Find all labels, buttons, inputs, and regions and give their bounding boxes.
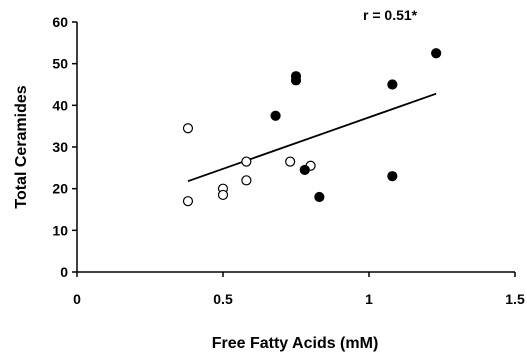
- axes: [76, 22, 515, 273]
- filled-data-point: [299, 164, 310, 176]
- filled-data-point: [387, 171, 398, 182]
- y-tick-label: 50: [52, 56, 68, 72]
- filled-data-point: [290, 75, 302, 86]
- y-axis-ticks: 0 10 20 30 40 50 60: [52, 14, 77, 280]
- x-tick-label: 1.5: [505, 291, 525, 307]
- open-data-point: [217, 189, 229, 201]
- open-data-point: [182, 196, 194, 207]
- x-tick-label: 0: [73, 291, 81, 307]
- open-data-point: [241, 175, 252, 186]
- y-tick-label: 30: [52, 139, 68, 155]
- filled-data-point: [431, 48, 442, 59]
- data-points: [182, 48, 442, 207]
- open-data-point: [285, 156, 296, 167]
- x-tick-label: 0.5: [213, 291, 233, 307]
- x-axis-label: Free Fatty Acids (mM): [212, 335, 379, 352]
- y-tick-label: 20: [52, 181, 68, 197]
- y-axis-label: Total Ceramides: [13, 85, 30, 208]
- y-tick-label: 40: [52, 97, 68, 113]
- filled-data-point: [387, 79, 398, 90]
- open-data-point: [241, 156, 252, 167]
- y-tick-label: 0: [60, 264, 68, 280]
- filled-data-point: [270, 110, 281, 121]
- trendline-group: [187, 92, 437, 183]
- x-tick-label: 1: [365, 291, 373, 307]
- open-data-point: [182, 123, 194, 134]
- y-tick-label: 10: [52, 222, 68, 238]
- filled-data-point: [314, 191, 325, 203]
- regression-line: [187, 92, 437, 183]
- correlation-annotation: r = 0.51*: [363, 7, 418, 23]
- x-axis-ticks: 0 0.5 1 1.5: [73, 272, 525, 307]
- y-tick-label: 60: [52, 14, 68, 30]
